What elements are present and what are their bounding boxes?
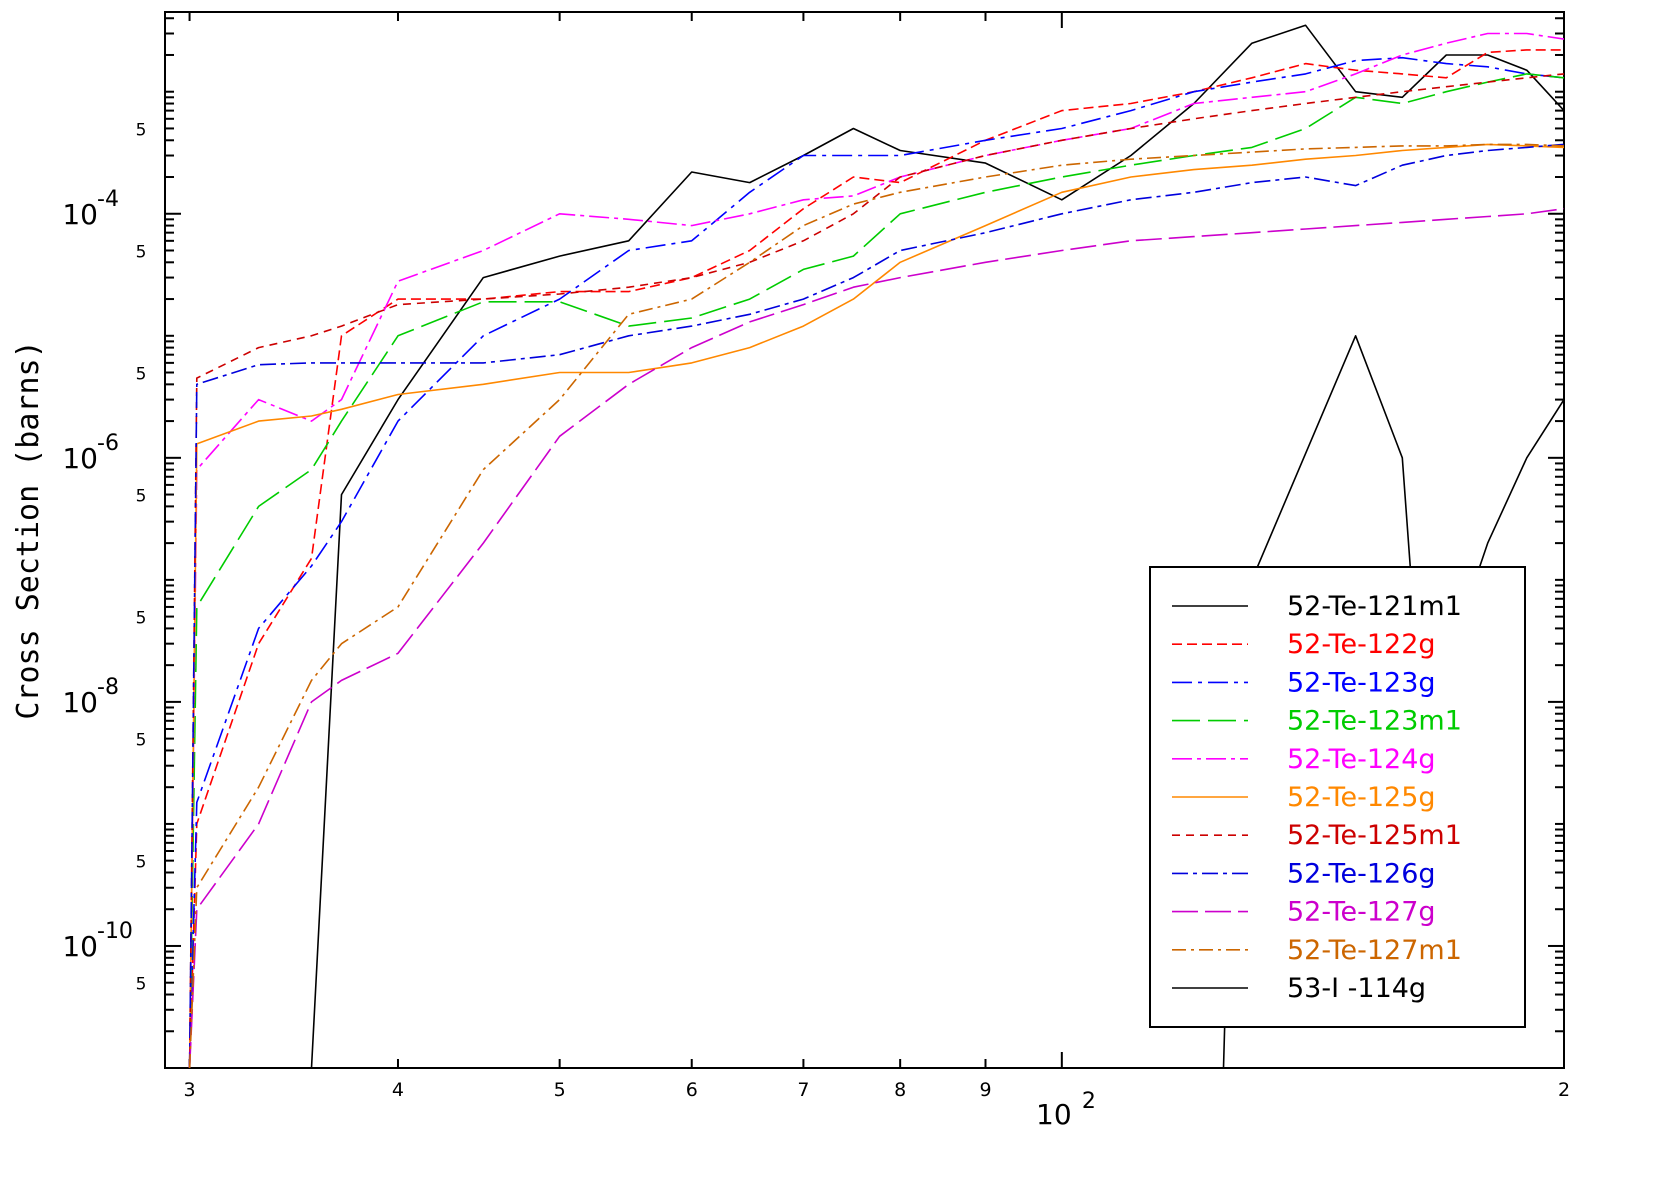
y-minor-tick-label: 5: [136, 975, 147, 995]
series-line-3: [188, 73, 1564, 1068]
legend-entry-label: 52-Te-121m1: [1287, 591, 1462, 622]
y-minor-tick-label: 5: [136, 853, 147, 873]
x-tick-label: 6: [686, 1079, 698, 1101]
legend-entry-label: 52-Te-127m1: [1287, 935, 1462, 966]
series-line-6: [188, 73, 1564, 1068]
series-line-4: [188, 32, 1564, 1068]
series-line-1: [188, 49, 1564, 1068]
y-minor-tick-label: 5: [136, 365, 147, 385]
x-tick-label: 7: [797, 1079, 809, 1101]
x-tick-label: 8: [894, 1079, 906, 1101]
y-minor-tick-label: 5: [136, 242, 147, 262]
series-line-0: [310, 24, 1564, 1068]
legend-entry-label: 52-Te-123m1: [1287, 706, 1462, 737]
y-minor-tick-label: 5: [136, 731, 147, 751]
y-major-tick-base: 10: [62, 198, 98, 231]
y-major-tick-base: 10: [62, 686, 98, 719]
legend-entry-label: 53-I -114g: [1287, 973, 1426, 1004]
series-line-2: [188, 56, 1564, 1068]
y-major-tick-exp: -10: [97, 919, 133, 944]
y-major-tick-exp: -8: [97, 675, 119, 700]
legend-entry-label: 52-Te-124g: [1287, 744, 1436, 775]
legend-entry-label: 52-Te-125g: [1287, 782, 1436, 813]
y-major-tick-exp: -6: [97, 431, 119, 456]
series-line-7: [188, 143, 1564, 1068]
x-major-tick-exp: 2: [1082, 1089, 1096, 1114]
y-minor-tick-label: 5: [136, 487, 147, 507]
x-tick-label: 3: [184, 1079, 196, 1101]
legend-entry-label: 52-Te-122g: [1287, 629, 1436, 660]
legend-entry-label: 52-Te-125m1: [1287, 820, 1462, 851]
y-major-tick-base: 10: [62, 442, 98, 475]
y-axis-title: Cross Section (barns): [11, 340, 46, 719]
axis-ticks: [165, 12, 1565, 1069]
y-major-tick-base: 10: [62, 930, 98, 963]
series-line-5: [188, 143, 1564, 1068]
y-minor-tick-label: 5: [136, 609, 147, 629]
x-tick-label: 5: [554, 1079, 566, 1101]
x-tick-label: 2: [1558, 1079, 1570, 1101]
y-minor-tick-label: 5: [136, 120, 147, 140]
legend-entry-label: 52-Te-123g: [1287, 667, 1436, 698]
y-major-tick-exp: -4: [97, 187, 119, 212]
series-line-9: [188, 143, 1564, 1068]
series-line-8: [188, 207, 1564, 1068]
legend-entry-label: 52-Te-126g: [1287, 858, 1436, 889]
x-major-tick-base: 10: [1036, 1098, 1072, 1131]
x-tick-label: 9: [979, 1079, 991, 1101]
plot-frame: [164, 11, 1565, 1069]
legend-entry-label: 52-Te-127g: [1287, 897, 1436, 928]
legend: 52-Te-121m1 52-Te-122g 52-Te-123g 52-Te-123…: [1149, 566, 1526, 1028]
x-tick-label: 4: [392, 1079, 404, 1101]
